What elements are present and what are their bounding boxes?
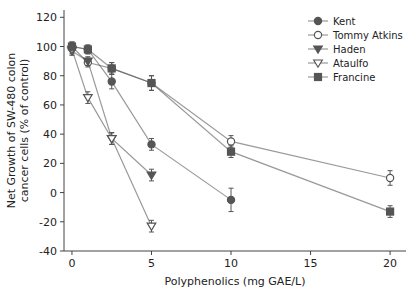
data-point [227, 196, 234, 203]
x-tick-label: 5 [148, 257, 155, 270]
y-tick [60, 75, 64, 76]
y-tick [60, 104, 64, 105]
y-tick-label: 20 [43, 157, 57, 170]
series [68, 42, 393, 217]
chart: -40 -20 0 20 40 60 80 100 120 0 5 10 15 20 Polyphenoli… [0, 0, 418, 291]
x-tick [310, 251, 311, 255]
legend-item: Haden [308, 44, 366, 55]
data-point [84, 95, 93, 102]
legend-marker [314, 17, 321, 24]
legend-item: Kent [308, 16, 356, 27]
legend-marker [314, 60, 323, 67]
x-tick-label: 20 [383, 257, 397, 270]
series [68, 45, 156, 232]
error-bar [109, 63, 114, 75]
error-bar [85, 45, 90, 54]
y-tick-label: -40 [39, 245, 57, 258]
data-point [148, 80, 155, 87]
error-bar [85, 45, 90, 54]
axes: -40 -20 0 20 40 60 80 100 120 0 5 10 15 20 [36, 10, 406, 270]
y-tick [60, 134, 64, 135]
legend-label: Tommy Atkins [332, 30, 403, 41]
legend-marker [314, 31, 321, 38]
data-point [228, 148, 235, 155]
data-point [84, 59, 91, 66]
x-tick-label: 0 [68, 257, 75, 270]
series [68, 42, 393, 185]
y-tick [60, 17, 64, 18]
series [68, 42, 234, 211]
legend-label: Francine [333, 72, 375, 83]
plot-area [68, 42, 394, 232]
error-bar [149, 76, 154, 91]
legend-label: Ataulfo [333, 58, 368, 69]
data-point [108, 65, 115, 72]
legend: Kent Tommy Atkins Haden Ataulfo Francine [308, 16, 403, 83]
data-point [148, 79, 155, 86]
data-point [147, 172, 156, 179]
y-axis-label: Net Growth of SW-480 coloncancer cells (… [5, 53, 31, 209]
error-bar [69, 42, 74, 51]
data-point [68, 43, 75, 50]
data-point [68, 43, 75, 50]
data-point [84, 46, 91, 53]
x-axis-line [64, 251, 406, 252]
y-tick [60, 163, 64, 164]
series-line [72, 47, 390, 178]
x-tick [71, 251, 72, 255]
error-bar [69, 42, 74, 51]
x-tick-label: 15 [304, 257, 318, 270]
legend-item: Ataulfo [308, 58, 368, 69]
data-point [107, 136, 116, 143]
x-tick [151, 251, 152, 255]
error-bar [229, 146, 234, 158]
y-tick [60, 46, 64, 47]
data-point [108, 65, 115, 72]
x-tick-label: 10 [224, 257, 238, 270]
legend-marker [314, 46, 323, 53]
y-tick [60, 192, 64, 193]
legend-label: Kent [333, 16, 356, 27]
y-tick [60, 221, 64, 222]
error-bar [109, 63, 114, 75]
data-point [387, 208, 394, 215]
series-line [72, 49, 152, 226]
error-bar [388, 206, 393, 218]
y-tick-label: 120 [36, 11, 57, 24]
data-point [148, 141, 155, 148]
data-point [68, 43, 75, 50]
legend-item: Francine [308, 72, 375, 83]
y-tick-label: 60 [43, 99, 57, 112]
legend-label: Haden [333, 44, 366, 55]
y-tick-label: 0 [50, 187, 57, 200]
legend-item: Tommy Atkins [308, 30, 403, 41]
error-bar [69, 42, 74, 51]
y-tick-label: 100 [36, 41, 57, 54]
data-point [84, 46, 91, 53]
y-tick-label: 80 [43, 70, 57, 83]
legend-marker [315, 74, 322, 81]
data-point [108, 78, 115, 85]
data-point [84, 58, 93, 65]
series-line [72, 51, 152, 175]
data-point [107, 136, 116, 143]
x-tick [390, 251, 391, 255]
y-tick-label: -20 [39, 216, 57, 229]
x-tick [231, 251, 232, 255]
series-line [72, 47, 390, 212]
data-point [386, 174, 393, 181]
y-tick-label: 40 [43, 128, 57, 141]
data-point [147, 223, 156, 230]
series [68, 47, 156, 181]
y-tick [60, 251, 64, 252]
data-point [227, 138, 234, 145]
error-bar [149, 76, 154, 91]
x-axis-label: Polyphenolics (mg GAE/L) [165, 275, 306, 288]
